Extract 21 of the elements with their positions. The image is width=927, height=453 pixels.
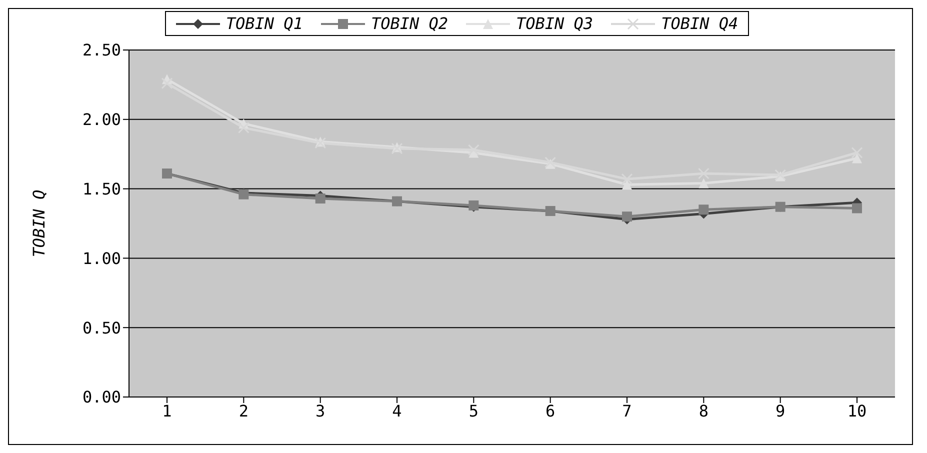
x-tick-label: 9 <box>776 401 786 420</box>
x-tick-label: 5 <box>468 401 478 420</box>
y-tick-label: 0.00 <box>82 388 121 407</box>
x-tick-label: 6 <box>546 401 556 420</box>
x-tick-label: 7 <box>622 401 632 420</box>
x-tick-label: 8 <box>698 401 708 420</box>
x-tick-label: 1 <box>162 401 172 420</box>
x-tick-label: 10 <box>847 401 867 420</box>
x-tick-label: 2 <box>238 401 248 420</box>
legend-label: TOBIN Q3 <box>516 14 594 33</box>
y-tick-label: 1.50 <box>82 179 121 198</box>
x-tick-label: 4 <box>392 401 402 420</box>
y-tick-label: 0.50 <box>82 318 121 338</box>
y-axis-title: TOBIN Q <box>30 190 49 258</box>
legend-label: TOBIN Q1 <box>226 14 303 33</box>
y-tick-label: 1.00 <box>82 248 121 268</box>
x-tick-label: 3 <box>316 401 326 420</box>
legend-label: TOBIN Q4 <box>661 14 738 33</box>
legend-label: TOBIN Q2 <box>370 14 448 33</box>
y-tick-label: 2.00 <box>82 110 121 130</box>
y-tick-label: 2.50 <box>82 40 121 60</box>
